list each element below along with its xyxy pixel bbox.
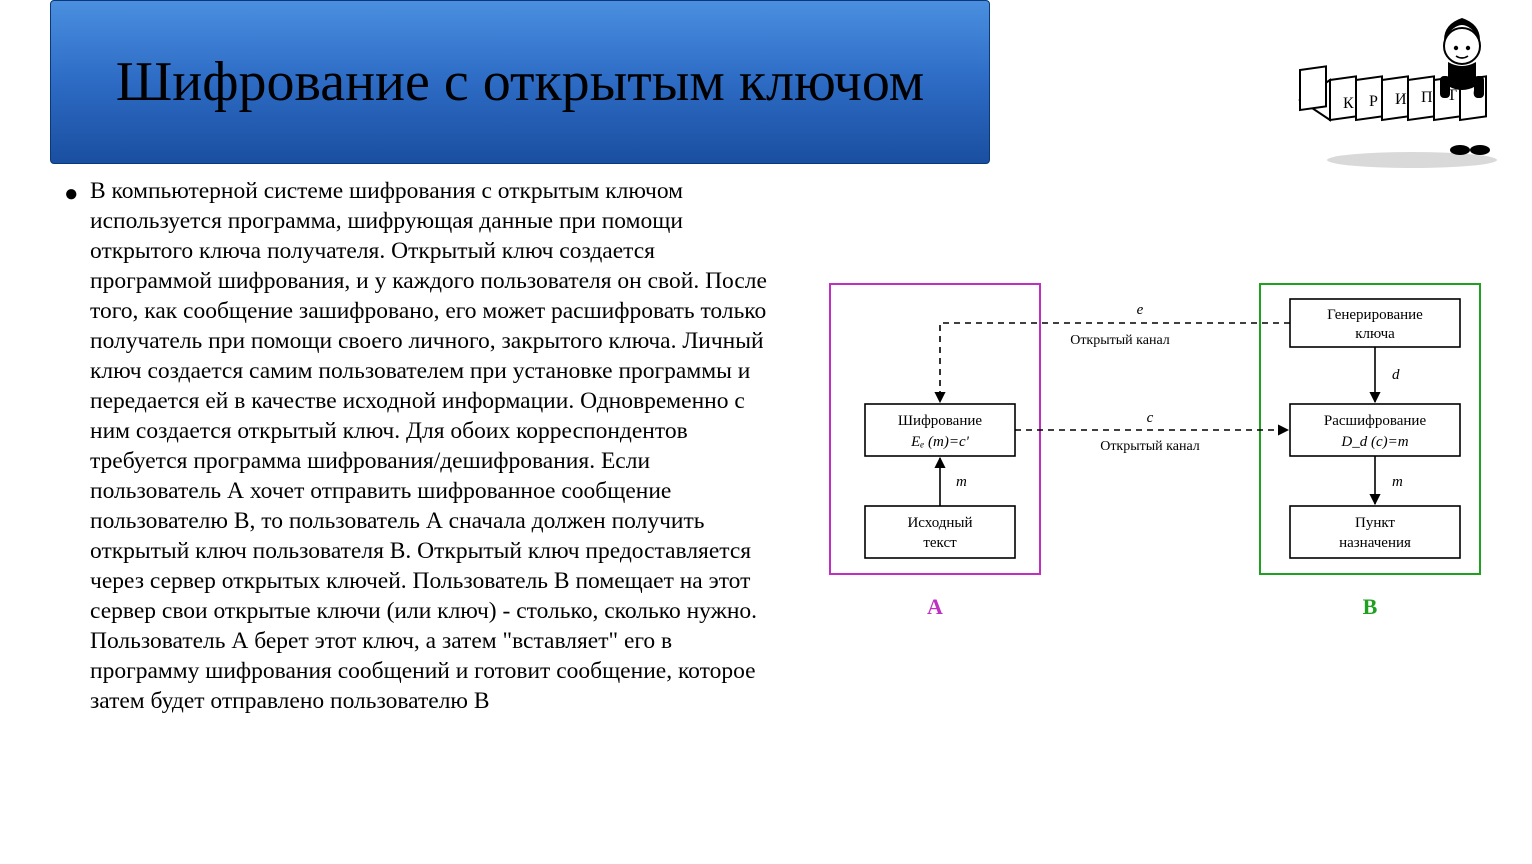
- svg-text:e: e: [1137, 302, 1144, 318]
- svg-text:Генерирование: Генерирование: [1327, 307, 1423, 323]
- svg-text:Расшифрование: Расшифрование: [1324, 413, 1427, 429]
- svg-text:П: П: [1421, 89, 1433, 106]
- title-bar: Шифрование с открытым ключом: [50, 0, 990, 164]
- svg-text:Открытый канал: Открытый канал: [1070, 333, 1170, 348]
- svg-text:Пункт: Пункт: [1355, 515, 1395, 531]
- group-a-label: A: [927, 594, 943, 619]
- svg-text:Открытый канал: Открытый канал: [1100, 439, 1200, 454]
- svg-text:D_d (c)=m: D_d (c)=m: [1340, 434, 1408, 450]
- svg-text:И: И: [1395, 91, 1407, 108]
- diagram-column: A B Генерирование ключа Шифрование Eₑ (m…: [770, 176, 1502, 639]
- svg-text:Eₑ (m)=c': Eₑ (m)=c': [910, 434, 969, 450]
- svg-text:текст: текст: [923, 535, 957, 551]
- bullet-glyph: ●: [50, 176, 90, 210]
- svg-text:К: К: [1343, 95, 1354, 112]
- body-row: ● В компьютерной системе шифрования с от…: [50, 176, 1502, 716]
- svg-text:Шифрование: Шифрование: [898, 413, 982, 429]
- svg-text:назначения: назначения: [1339, 535, 1411, 551]
- encryption-diagram: A B Генерирование ключа Шифрование Eₑ (m…: [800, 264, 1500, 634]
- svg-text:m: m: [1392, 474, 1403, 490]
- svg-text:m: m: [956, 474, 967, 490]
- slide-title: Шифрование с открытым ключом: [116, 46, 924, 119]
- svg-text:Исходный: Исходный: [907, 515, 972, 531]
- body-text: В компьютерной системе шифрования с откр…: [90, 176, 770, 716]
- svg-text:ключа: ключа: [1355, 326, 1395, 342]
- corner-illustration: К Р И П Т О: [1292, 10, 1502, 170]
- svg-text:c: c: [1147, 410, 1154, 426]
- group-b-label: B: [1363, 594, 1378, 619]
- svg-text:Р: Р: [1369, 93, 1378, 110]
- svg-text:d: d: [1392, 367, 1400, 383]
